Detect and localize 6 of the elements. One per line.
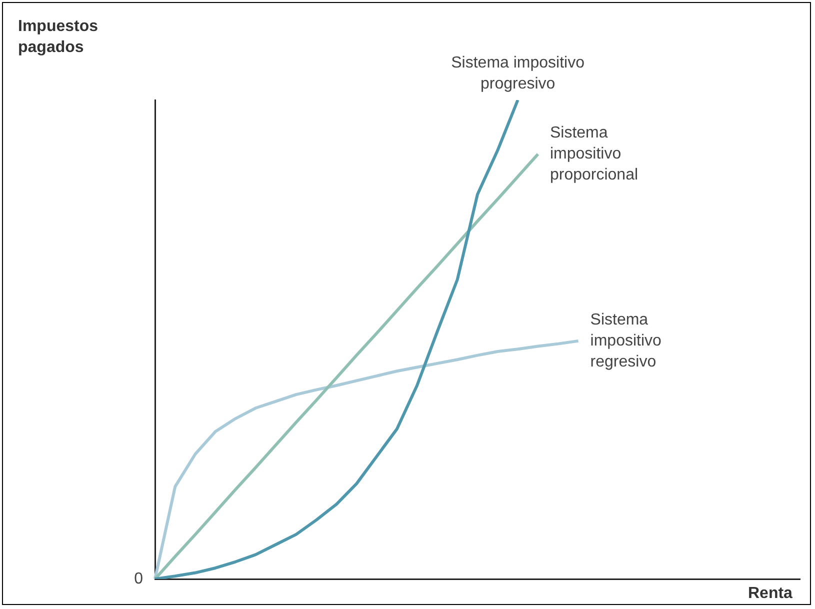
series-label: Sistema impositivo proporcional <box>550 124 638 184</box>
series-label: Sistema impositivo regresivo <box>590 311 662 370</box>
series-label: Sistema impositivo progresivo <box>451 54 585 92</box>
x-axis-title: Renta <box>748 585 792 603</box>
text: 0 <box>134 570 144 588</box>
y-axis-title: Impuestos pagados <box>18 17 100 58</box>
